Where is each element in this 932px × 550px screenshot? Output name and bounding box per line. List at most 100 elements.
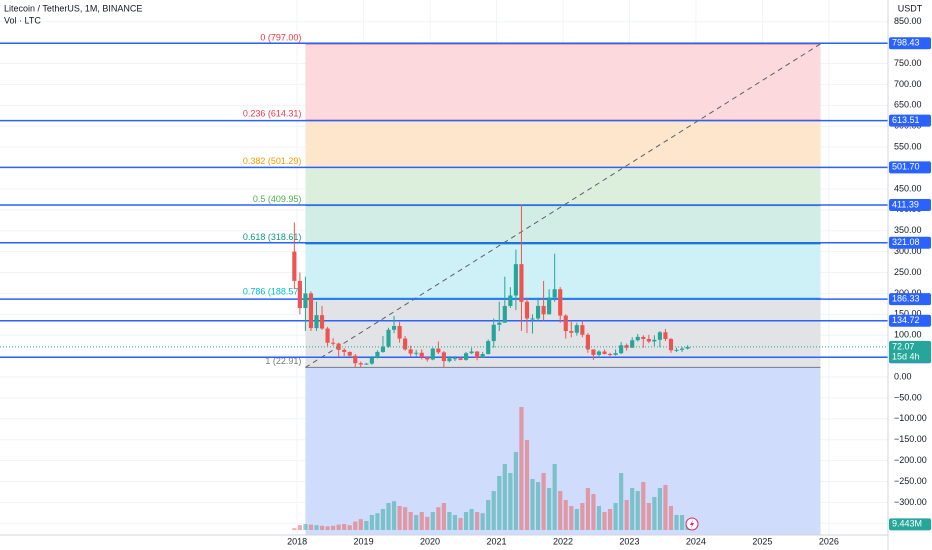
x-tick-label: 2021 [486, 536, 506, 546]
volume-bar [469, 509, 474, 530]
candle-body [563, 315, 568, 332]
countdown: 15d 4h [892, 351, 920, 361]
volume-title: Vol · LTC [4, 15, 41, 25]
level-badge-bg [889, 293, 931, 306]
volume-bar [602, 512, 607, 530]
y-tick-label: −50.00 [894, 392, 922, 402]
last-price-bg [889, 340, 931, 363]
volume-bar [607, 509, 613, 530]
x-tick-label: 2022 [553, 536, 573, 546]
candle-body [641, 336, 646, 339]
candle-body [663, 332, 668, 339]
level-badge-bg [889, 37, 931, 50]
candle-body [358, 363, 363, 365]
lightning-icon[interactable] [685, 517, 699, 531]
x-tick-label: 2020 [420, 536, 440, 546]
volume-bar [308, 524, 314, 530]
candle-body [463, 353, 469, 360]
candle-body [607, 354, 613, 356]
candle-body [596, 351, 602, 355]
level-badge: 411.39 [892, 199, 919, 209]
candle-body [558, 289, 563, 316]
candle-body [336, 343, 341, 350]
volume-bar [508, 473, 513, 530]
volume-bar [463, 512, 469, 530]
volume-bar [530, 479, 535, 530]
y-tick-label: 700.00 [894, 79, 922, 89]
volume-bar [397, 506, 402, 530]
volume-bar [325, 526, 330, 530]
candle-body [303, 293, 308, 309]
volume-bar [441, 503, 446, 530]
volume-bar [458, 518, 463, 530]
volume-bar [624, 500, 629, 530]
y-tick-label: −150.00 [894, 434, 927, 444]
fib-zone [305, 367, 821, 535]
volume-bar [519, 407, 524, 530]
volume-bar [641, 482, 646, 530]
volume-bar [403, 507, 408, 530]
candle-body [314, 315, 319, 329]
x-tick-label: 2023 [619, 536, 639, 546]
candle-body [519, 264, 524, 302]
volume-bar [452, 515, 458, 530]
candle-body [585, 334, 590, 350]
candle-body [530, 318, 535, 320]
candle-body [331, 342, 336, 344]
volume-bar [436, 507, 441, 530]
candle-body [375, 351, 380, 358]
candle-body [408, 349, 413, 354]
candle-body [347, 351, 352, 356]
volume-bar [541, 473, 546, 530]
candle-body [308, 293, 314, 329]
fib-label: 0.786 (188.57) [243, 287, 302, 297]
candle-body [480, 354, 485, 358]
volume-bar [364, 521, 369, 530]
candle-body [535, 305, 541, 319]
volume-bar [646, 503, 651, 530]
y-tick-label: 350.00 [894, 225, 922, 235]
fib-zone [305, 205, 821, 244]
y-tick-label: −200.00 [894, 455, 927, 465]
candle-body [497, 322, 502, 325]
candle-body [502, 305, 507, 323]
level-badge: 613.51 [892, 115, 920, 125]
candle-body [613, 353, 618, 355]
fib-label: 0.236 (614.31) [243, 109, 302, 119]
volume-bar [408, 512, 413, 530]
volume-bar [430, 512, 435, 530]
volume-bar [585, 488, 590, 530]
candle-body [430, 348, 435, 360]
level-badge: 186.33 [892, 294, 920, 304]
candle-body [580, 325, 585, 335]
volume-bar [591, 494, 596, 530]
x-tick-label: 2018 [287, 536, 307, 546]
volume-bar [419, 512, 424, 530]
candle-body [668, 338, 674, 351]
candle-body [541, 305, 546, 315]
candle-body [547, 297, 552, 315]
candle-body [635, 336, 640, 341]
volume-bar [630, 488, 635, 530]
volume-bar [558, 491, 563, 530]
volume-bar [674, 515, 679, 530]
symbol-title: Litecoin / TetherUS, 1M, BINANCE [4, 3, 142, 13]
y-tick-label: 250.00 [894, 267, 922, 277]
level-badge-bg [889, 199, 931, 212]
candle-body [508, 295, 513, 306]
y-tick-label: −300.00 [894, 497, 927, 507]
x-tick-label: 2025 [752, 536, 772, 546]
fib-zone [305, 243, 821, 299]
last-price: 72.07 [892, 341, 915, 351]
candle-body [319, 315, 325, 329]
level-badge-bg [889, 114, 931, 127]
candle-body [652, 339, 657, 342]
level-badge: 501.70 [892, 162, 920, 172]
level-badge-bg [889, 236, 931, 249]
candle-body [342, 349, 347, 352]
volume-bar [552, 464, 557, 530]
level-badge-bg [889, 314, 931, 327]
y-tick-label: −100.00 [894, 413, 927, 423]
fib-label: 1 (22.91) [265, 356, 301, 366]
